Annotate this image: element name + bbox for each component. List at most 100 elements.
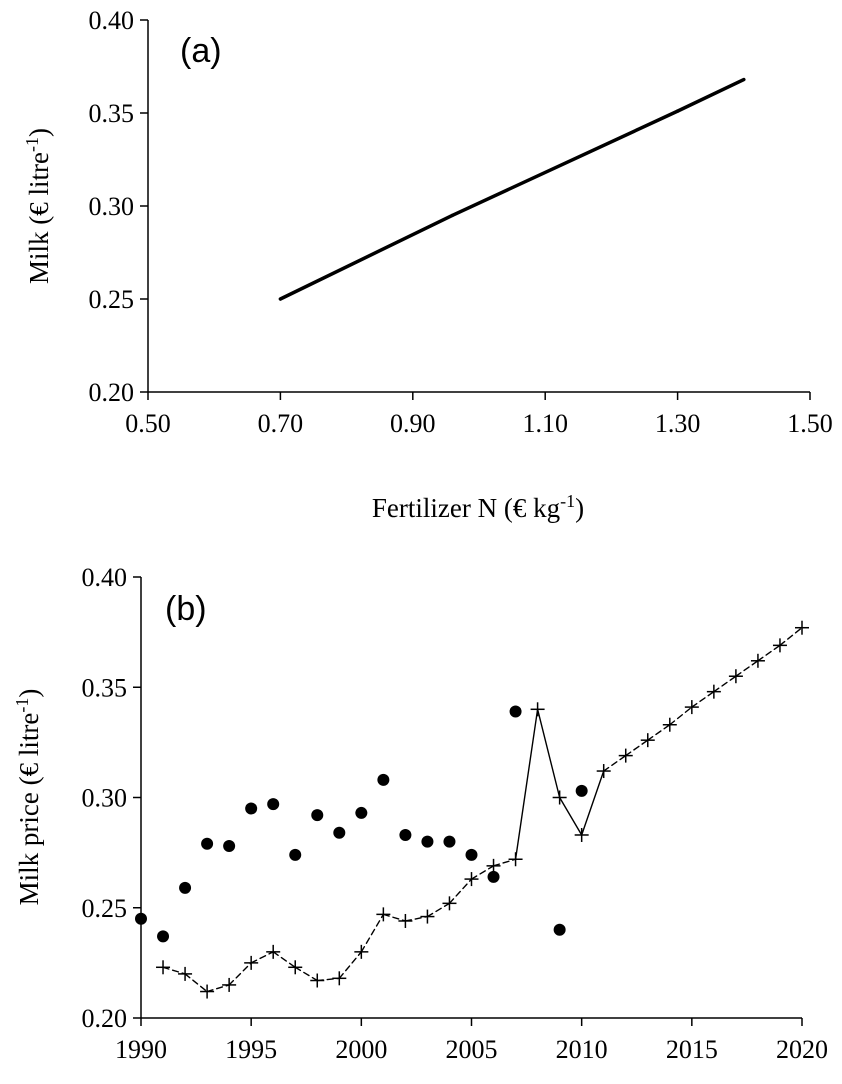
panel-a-x-title: Fertilizer N (€ kg-1) (372, 491, 584, 523)
panel-b-x-tick-label: 2020 (776, 1035, 828, 1064)
panel-b-series-1-segment (338, 951, 363, 980)
panel-a-x-tick-label: 1.50 (787, 409, 833, 438)
panel-b-data-point (355, 806, 368, 819)
panel-a-y-tick-label: 0.35 (89, 99, 135, 128)
panel-a-y-tick-label: 0.25 (89, 285, 135, 314)
panel-b-series-1-segment (536, 708, 561, 799)
panel-b-series-1-segment (382, 913, 407, 922)
panel-a-series-0-segment (278, 213, 455, 301)
panel-b-plus-marker (574, 827, 589, 842)
panel-b-series-1-segment (603, 754, 627, 772)
panel-b-data-point (201, 837, 214, 850)
panel-b-data-point (267, 798, 280, 811)
panel-b-x-tick-label: 2010 (556, 1035, 608, 1064)
panel-b-data-point (553, 923, 566, 936)
panel-b-plus-marker (530, 702, 545, 717)
panel-b-series-1-segment (558, 796, 583, 836)
panel-b-series-1-segment (426, 902, 451, 918)
panel-b-plus-marker (486, 858, 501, 873)
panel-b-data-point (465, 848, 478, 861)
panel-b-plus-marker (618, 748, 633, 763)
panel-b-series-1-segment (735, 660, 759, 677)
panel-b-series-1-segment (580, 770, 605, 836)
panel-b-plus-marker (706, 684, 721, 699)
panel-b-data-point (575, 784, 588, 797)
panel-b-data-point (421, 835, 434, 848)
panel-a-x-tick-label: 0.50 (125, 409, 171, 438)
panel-b-plus-marker (222, 977, 237, 992)
panel-b-series-1-segment (360, 913, 385, 953)
panel-b-plus-marker (332, 971, 347, 986)
panel-b-data-point (223, 840, 236, 853)
panel-b-y-tick-label: 0.20 (82, 1004, 128, 1033)
panel-b-plus-marker (178, 966, 193, 981)
panel-b-series-1-segment (206, 984, 230, 993)
panel-b-data-point (509, 705, 522, 718)
panel-b-plus-marker (640, 733, 655, 748)
panel-a-x-tick-label: 0.70 (258, 409, 304, 438)
panel-b-series-1-segment (250, 951, 274, 964)
panel-b-series-1-segment (448, 878, 473, 905)
panel-b-data-point (487, 870, 500, 883)
panel-b-plus-marker (552, 790, 567, 805)
panel-b-plus-marker (266, 944, 281, 959)
panel-b-series-1-segment (184, 973, 208, 993)
panel-b-data-point (245, 802, 258, 815)
panel-b-plus-marker (244, 955, 259, 970)
panel-a-x-tick-label: 1.10 (522, 409, 568, 438)
panel-b-series-1-segment (162, 966, 186, 975)
panel-b-series-1-segment (779, 627, 803, 647)
panel-b-data-point (443, 835, 456, 848)
panel-b-plus-marker (310, 973, 325, 988)
panel-a-y-tick-label: 0.30 (89, 192, 135, 221)
panel-b-data-point (399, 828, 412, 841)
panel-b-series-1-segment (691, 690, 715, 708)
panel-b-data-point (157, 930, 170, 943)
panel-b-plus-marker (464, 872, 479, 887)
panel-b-y-tick-label: 0.40 (82, 563, 128, 592)
panel-b-ticks: 0.20 0.25 0.30 0.35 0.40 1990 1995 2000 2005 2010… (82, 563, 829, 1064)
panel-b-plus-marker (750, 653, 765, 668)
panel-b-series-1-segment (492, 858, 517, 867)
panel-b-series-1-segment (647, 724, 671, 741)
panel-b-plus-marker (354, 944, 369, 959)
panel-b-x-tick-label: 2000 (335, 1035, 387, 1064)
panel-b-plus-marker (398, 913, 413, 928)
panel-b-plus-marker (200, 984, 215, 999)
panel-b-series-1-segment (713, 675, 737, 693)
panel-b-data-point (311, 809, 324, 822)
panel-b-series-1-segment (294, 966, 318, 982)
panel-a-x-tick-label: 0.90 (390, 409, 436, 438)
panel-b-series-1-segment (625, 739, 649, 757)
panel-a-label: (a) (180, 32, 222, 70)
panel-a-x-tick-label: 1.30 (655, 409, 701, 438)
panel-b-data-point (377, 773, 390, 786)
panel-b-series-1-segment (272, 951, 296, 968)
panel-b-plus-marker (662, 717, 677, 732)
panel-a-series-0-segment (675, 77, 746, 113)
panel-a-y-tick-label: 0.20 (89, 378, 135, 407)
panel-b-plus-marker (795, 620, 809, 635)
panel-b-series-1-segment (228, 962, 252, 986)
panel-b-plus-marker (596, 764, 611, 779)
panel-b-plus-marker (156, 960, 171, 975)
panel-b-y-tick-label: 0.35 (82, 673, 128, 702)
panel-b-series-1-segment (669, 706, 693, 726)
panel-b-marks (135, 620, 809, 999)
panel-b-plus-marker (772, 638, 787, 653)
panel-a-ticks: 0.20 0.25 0.30 0.35 0.40 0.50 0.70 0.90 1.10 1.30… (89, 6, 833, 438)
panel-b-y-title: Milk price (€ litre-1) (12, 689, 44, 906)
panel-b-plus-marker (420, 909, 435, 924)
panel-a-y-tick-label: 0.40 (89, 6, 135, 35)
panel-b-data-point (135, 912, 147, 925)
panel-b-plus-marker (508, 852, 523, 867)
panel-b-data-point (289, 848, 302, 861)
panel-a-marks (278, 77, 746, 301)
panel-b-x-tick-label: 2005 (446, 1035, 498, 1064)
panel-b-x-tick-label: 1990 (115, 1035, 167, 1064)
panel-b-series-1-segment (514, 708, 539, 860)
panel-b: (b) 0.20 0.25 0.30 0.35 0.40 1990 1995 2000 2005… (12, 563, 828, 1064)
panel-b-series-1-segment (470, 865, 495, 880)
panel-b-label: (b) (165, 590, 207, 628)
panel-b-data-point (333, 826, 346, 839)
